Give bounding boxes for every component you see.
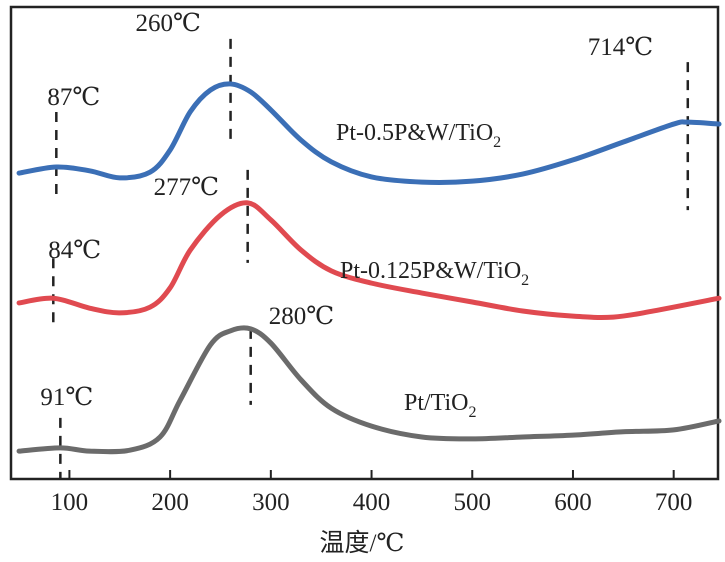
x-tick-label: 100 xyxy=(51,489,89,516)
peak-temperature-label: 277℃ xyxy=(154,174,219,201)
series-label-subscript: 2 xyxy=(521,272,529,289)
series-label-main: Pt/TiO xyxy=(404,390,469,416)
series-line-0 xyxy=(16,81,722,185)
peak-temperature-label: 280℃ xyxy=(269,303,334,330)
peak-temperature-label: 260℃ xyxy=(136,10,201,37)
series-label-subscript: 2 xyxy=(493,134,501,151)
x-tick-label: 200 xyxy=(151,489,189,516)
series-line-1 xyxy=(16,200,722,320)
peak-temperature-label: 91℃ xyxy=(40,384,93,411)
x-tick-label: 500 xyxy=(454,489,492,516)
x-tick-label: 300 xyxy=(252,489,290,516)
series-label: Pt/TiO2 xyxy=(404,390,477,421)
series-label-subscript: 2 xyxy=(469,404,477,421)
x-tick-label: 700 xyxy=(655,489,693,516)
series-line-2 xyxy=(16,325,722,455)
x-axis-label: 温度/℃ xyxy=(320,529,405,557)
series-label-main: Pt-0.5P&W/TiO xyxy=(336,120,493,146)
series-label-main: Pt-0.125P&W/TiO xyxy=(340,258,521,284)
peak-temperature-label: 714℃ xyxy=(588,34,653,61)
peak-temperature-label: 84℃ xyxy=(48,237,101,264)
series-label: Pt-0.5P&W/TiO2 xyxy=(336,120,501,151)
x-tick-label: 600 xyxy=(554,489,592,516)
series-label: Pt-0.125P&W/TiO2 xyxy=(340,258,529,289)
plot-frame xyxy=(9,5,720,481)
x-tick-label: 400 xyxy=(353,489,391,516)
peak-temperature-label: 87℃ xyxy=(47,84,100,111)
